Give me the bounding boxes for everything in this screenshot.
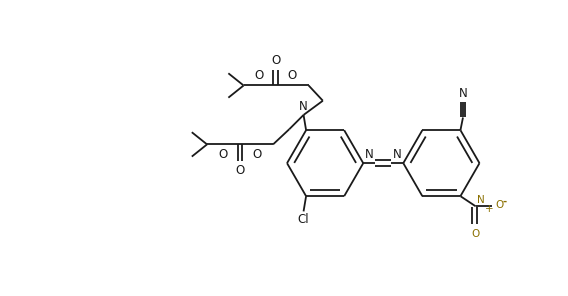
Text: N: N xyxy=(477,195,485,205)
Text: O: O xyxy=(271,54,280,67)
Text: N: N xyxy=(299,100,308,113)
Text: N: N xyxy=(365,148,373,161)
Text: O: O xyxy=(252,148,261,161)
Text: O: O xyxy=(235,164,245,177)
Text: N: N xyxy=(458,87,467,100)
Text: -: - xyxy=(502,196,506,206)
Text: N: N xyxy=(393,148,402,161)
Text: +: + xyxy=(485,204,494,214)
Text: O: O xyxy=(495,200,504,210)
Text: O: O xyxy=(254,69,264,82)
Text: O: O xyxy=(471,229,480,239)
Text: O: O xyxy=(288,69,297,82)
Text: Cl: Cl xyxy=(298,213,310,226)
Text: O: O xyxy=(219,148,228,161)
